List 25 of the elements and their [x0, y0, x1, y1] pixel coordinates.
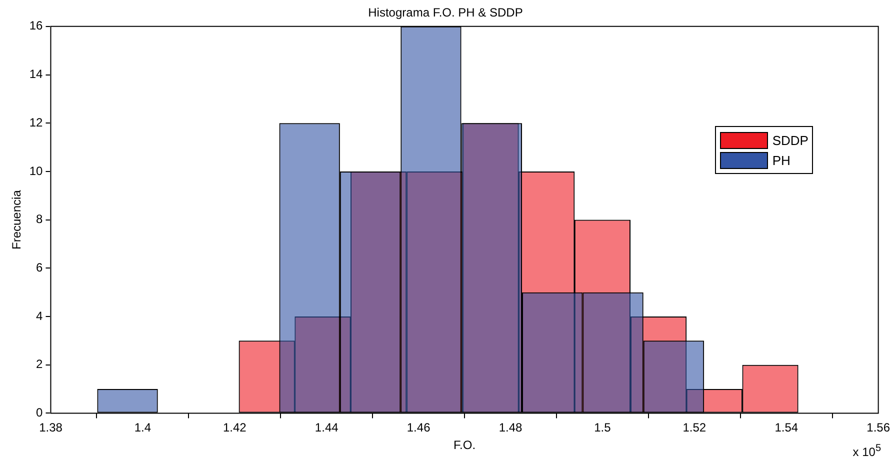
y-tick-label: 8	[36, 212, 44, 226]
y-tick-label: 6	[36, 260, 44, 274]
x-tick-label: 1.5	[594, 420, 612, 435]
x-tick-label: 1.46	[406, 420, 431, 435]
x-tick-label: 1.38	[39, 420, 63, 435]
x-tick-label: 1.44	[314, 420, 339, 435]
x-tick-label: 1.42	[222, 420, 247, 435]
x-tick-label: 1.54	[774, 420, 798, 435]
y-tick-label: 10	[29, 164, 44, 178]
x-tick-label: 1.56	[866, 420, 890, 435]
x-tick-label: 1.52	[682, 420, 706, 435]
x-tick-label: 1.4	[134, 420, 152, 435]
y-tick-label: 2	[36, 357, 44, 372]
y-tick-label: 12	[29, 115, 44, 130]
y-tick-label: 14	[29, 67, 44, 82]
chart-title: Histograma F.O. PH & SDDP	[368, 6, 523, 20]
x-axis-title: F.O.	[454, 438, 476, 452]
legend-label: SDDP	[772, 132, 808, 148]
x-tick-label: 1.48	[498, 420, 523, 435]
y-tick-label: 0	[36, 406, 44, 420]
text: x 10$^{5}$	[852, 443, 881, 459]
legend-label: PH	[772, 152, 790, 168]
y-tick-label: 4	[36, 308, 44, 323]
y-tick-label: 16	[29, 18, 44, 33]
y-axis-title: Frecuencia	[10, 190, 24, 250]
